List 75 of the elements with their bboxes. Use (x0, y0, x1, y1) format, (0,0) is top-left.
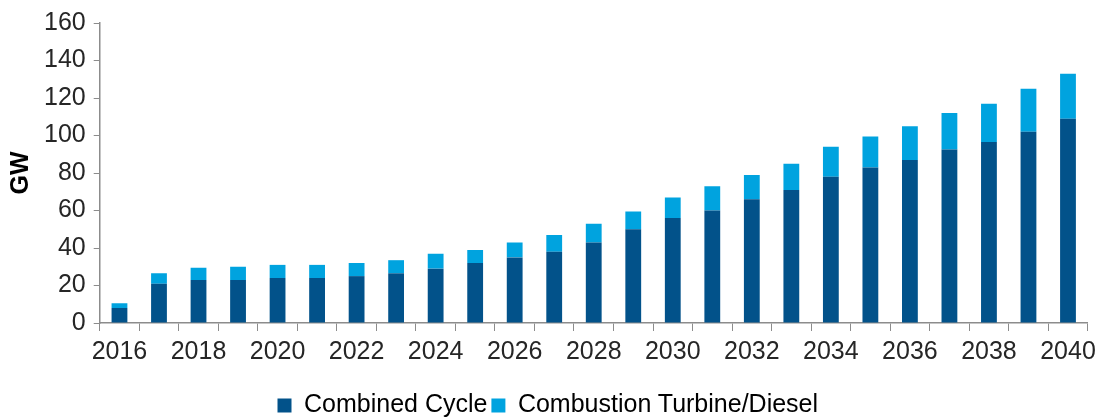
bar (981, 142, 997, 323)
bar (151, 283, 167, 323)
bar (467, 263, 484, 323)
bar (862, 136, 879, 168)
bar (230, 279, 246, 323)
bar (151, 273, 167, 284)
bar (902, 126, 918, 160)
x-tick-label: 2016 (91, 335, 148, 364)
bar (309, 278, 325, 323)
y-tick-label: 160 (43, 6, 86, 35)
y-tick-label: 20 (57, 269, 86, 298)
y-tick-label: 40 (57, 231, 86, 260)
bar (1020, 88, 1037, 132)
bar (348, 263, 365, 277)
x-tick-label: 2026 (486, 335, 543, 364)
bar (902, 159, 918, 323)
bar (427, 268, 444, 323)
bar (388, 260, 405, 274)
bar (862, 167, 879, 323)
bar (941, 149, 958, 323)
x-tick-label: 2038 (961, 335, 1017, 364)
bar (546, 251, 563, 323)
bar (190, 279, 207, 323)
bar (585, 242, 602, 323)
x-tick-label: 2030 (644, 335, 701, 364)
bar (1060, 118, 1076, 323)
bar (941, 113, 958, 150)
x-tick-label: 2036 (882, 335, 938, 364)
y-tick-label: 80 (57, 156, 86, 185)
bar (822, 176, 839, 323)
bar (783, 163, 800, 190)
x-tick-label: 2020 (249, 335, 306, 364)
bar (664, 218, 681, 323)
bar (704, 210, 721, 323)
bar (467, 249, 484, 263)
bar (309, 264, 325, 278)
bar (230, 266, 246, 280)
bar (743, 174, 760, 200)
y-tick-label: 120 (43, 81, 86, 110)
bar (625, 211, 642, 230)
bar (585, 223, 602, 243)
bar (822, 146, 839, 177)
y-tick-label: 60 (57, 194, 86, 223)
bar (743, 199, 760, 323)
bar (625, 229, 642, 323)
y-tick-label: 0 (71, 306, 86, 335)
bar (664, 197, 681, 218)
bar (981, 103, 997, 143)
x-tick-label: 2024 (407, 335, 464, 364)
x-tick-label: 2034 (803, 335, 859, 364)
x-tick-label: 2040 (1040, 335, 1096, 364)
bar (546, 234, 563, 252)
y-tick-label: 100 (43, 119, 86, 148)
x-tick-label: 2032 (724, 335, 780, 364)
x-tick-label: 2022 (328, 335, 385, 364)
bar (427, 253, 444, 269)
bar (704, 186, 721, 211)
bar (1020, 131, 1037, 323)
bar (269, 264, 286, 278)
bar (111, 303, 128, 308)
x-tick-label: 2018 (170, 335, 227, 364)
legend-label: Combined Cycle (304, 389, 488, 417)
bar (269, 278, 286, 323)
legend-label: Combustion Turbine/Diesel (517, 389, 819, 417)
bar (348, 276, 365, 323)
bar (1060, 73, 1076, 119)
bar (388, 273, 405, 323)
bar (506, 257, 523, 323)
bar (783, 189, 800, 323)
y-tick-label: 140 (43, 44, 86, 73)
y-axis-title: GW (4, 151, 33, 195)
x-tick-label: 2028 (565, 335, 622, 364)
bar (111, 308, 128, 323)
bar (190, 267, 207, 280)
bar (506, 242, 523, 258)
